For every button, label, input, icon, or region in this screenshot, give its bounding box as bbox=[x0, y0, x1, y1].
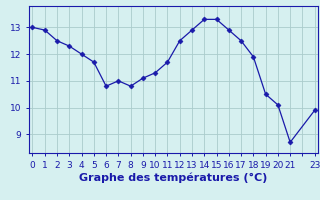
X-axis label: Graphe des températures (°C): Graphe des températures (°C) bbox=[79, 172, 268, 183]
